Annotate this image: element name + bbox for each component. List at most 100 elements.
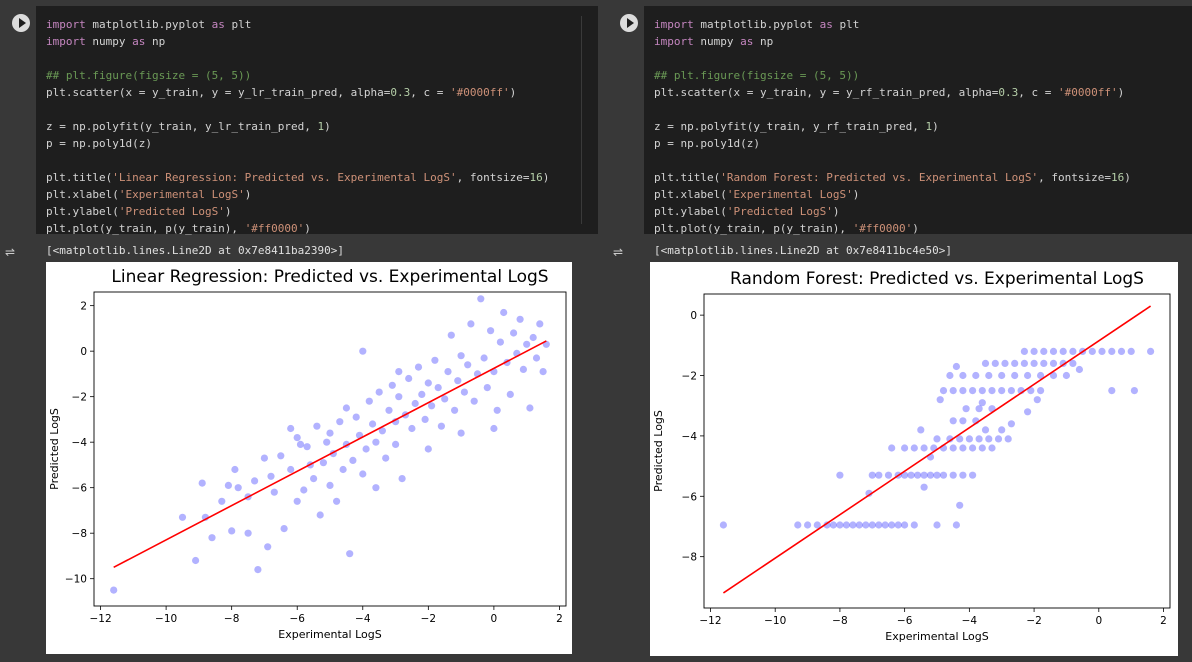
data-point (362, 445, 370, 453)
data-point (457, 352, 465, 360)
x-tick-label: −8 (832, 615, 847, 627)
data-point (303, 443, 311, 451)
data-point (969, 471, 977, 479)
data-point (1027, 387, 1035, 395)
data-point (1049, 347, 1058, 355)
data-point (1020, 359, 1028, 367)
data-point (460, 388, 468, 396)
y-tick-label: −10 (65, 574, 87, 586)
data-point (978, 387, 986, 395)
x-tick-label: −12 (699, 615, 721, 627)
y-tick-label: 0 (690, 310, 697, 322)
data-point (829, 521, 837, 529)
code-scrollbar[interactable] (581, 16, 582, 224)
data-point (372, 484, 380, 492)
data-point (444, 368, 452, 376)
data-point (447, 331, 455, 339)
data-point (884, 471, 893, 479)
data-point (888, 444, 896, 452)
output-toggle-icon[interactable]: ⇌ (613, 245, 624, 259)
data-point (933, 435, 941, 443)
code-line: p = np.poly1d(z) (46, 137, 152, 150)
data-point (998, 426, 1006, 434)
data-point (981, 426, 990, 434)
data-point (985, 371, 993, 380)
y-tick-label: −2 (72, 392, 87, 404)
data-point (457, 429, 465, 437)
code-editor[interactable]: import matplotlib.pyplot as plt import nu… (644, 6, 1192, 235)
data-point (333, 497, 341, 505)
code-line: ## plt.figure(figsize = (5, 5)) (654, 69, 860, 82)
data-point (352, 413, 360, 421)
scatter-chart: Linear Regression: Predicted vs. Experim… (48, 267, 567, 641)
scatter-chart: Random Forest: Predicted vs. Experimenta… (652, 269, 1171, 643)
data-point (382, 454, 390, 462)
code-line: plt.scatter(x = y_train, y = y_lr_train_… (46, 86, 517, 99)
data-point (178, 513, 187, 521)
data-point (865, 489, 873, 497)
data-point (405, 374, 413, 383)
data-point (959, 471, 967, 479)
data-point (1037, 371, 1045, 380)
data-point (952, 362, 960, 371)
data-point (936, 396, 944, 404)
data-point (1147, 347, 1155, 355)
data-point (917, 426, 925, 434)
data-point (424, 445, 432, 453)
data-point (434, 384, 442, 392)
data-point (804, 521, 812, 529)
data-point (959, 371, 967, 380)
x-tick-label: −2 (421, 613, 436, 625)
data-point (910, 444, 918, 452)
data-point (1069, 347, 1077, 355)
data-point (218, 497, 226, 505)
data-point (901, 521, 909, 529)
data-point (1108, 347, 1116, 355)
data-point (975, 405, 983, 413)
data-point (398, 475, 406, 483)
data-point (946, 371, 954, 380)
run-cell-button[interactable] (620, 14, 638, 32)
data-point (526, 404, 534, 412)
data-point (1011, 371, 1019, 380)
data-point (1127, 347, 1135, 355)
output-toggle-icon[interactable]: ⇌ (5, 245, 16, 259)
data-point (244, 529, 252, 537)
data-point (975, 435, 983, 443)
y-tick-label: −8 (682, 552, 697, 564)
data-point (267, 472, 275, 480)
code-editor[interactable]: import matplotlib.pyplot as plt import nu… (36, 6, 598, 235)
data-point (1040, 359, 1048, 367)
data-point (959, 444, 967, 452)
data-point (254, 566, 262, 574)
data-point (342, 404, 350, 412)
data-point (339, 465, 347, 474)
chart-title: Linear Regression: Predicted vs. Experim… (111, 267, 548, 287)
data-point (1049, 359, 1058, 367)
x-tick-label: −10 (155, 613, 177, 625)
data-point (939, 471, 948, 479)
data-point (926, 471, 935, 479)
data-point (920, 483, 928, 491)
data-point (959, 387, 967, 395)
chart-title: Random Forest: Predicted vs. Experimenta… (730, 269, 1144, 289)
data-point (506, 390, 514, 398)
random-forest-plot: Random Forest: Predicted vs. Experimenta… (650, 262, 1178, 656)
data-point (516, 315, 524, 323)
data-point (842, 521, 850, 529)
data-point (875, 471, 883, 479)
data-point (946, 435, 954, 443)
data-point (881, 521, 889, 529)
data-point (408, 424, 416, 433)
data-point (998, 387, 1006, 395)
run-cell-button[interactable] (12, 14, 30, 32)
data-point (1108, 387, 1116, 395)
data-point (326, 429, 334, 437)
x-tick-label: −4 (962, 615, 978, 627)
data-point (441, 395, 449, 403)
code-line (654, 50, 1192, 67)
data-point (529, 333, 537, 342)
x-tick-label: −10 (764, 615, 786, 627)
y-tick-label: −6 (72, 483, 88, 495)
data-point (939, 387, 948, 395)
